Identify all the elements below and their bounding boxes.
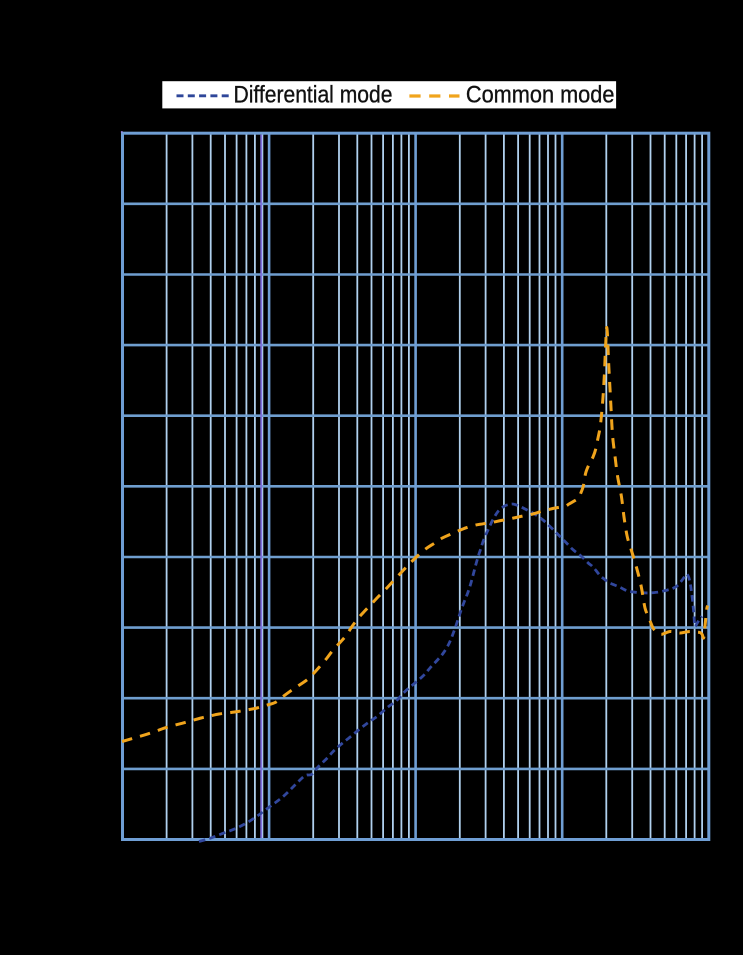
svg-text:Differential mode: Differential mode	[234, 80, 393, 108]
svg-text:Common mode: Common mode	[466, 80, 615, 107]
